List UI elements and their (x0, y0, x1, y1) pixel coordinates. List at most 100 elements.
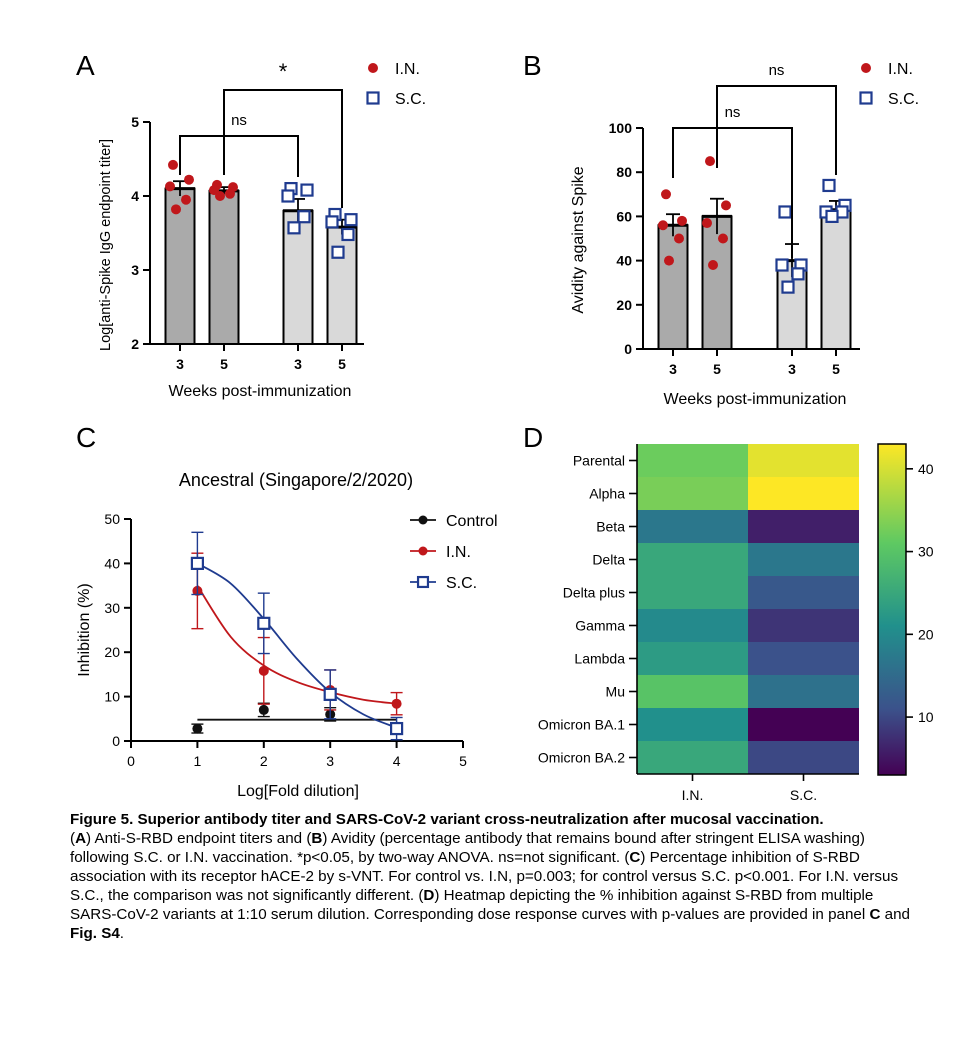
y-tick-label: 40 (104, 555, 120, 571)
data-point (781, 280, 795, 294)
y-tick-label: 40 (616, 253, 632, 269)
heatmap-column-label: I.N. (682, 787, 704, 803)
heatmap-cell (637, 510, 748, 543)
significance-label: ns (231, 112, 247, 129)
y-tick-label: 0 (624, 341, 632, 357)
significance-bracket (179, 135, 299, 177)
legend-marker (366, 91, 380, 105)
data-point (705, 156, 715, 167)
data-point (215, 191, 225, 201)
data-point (258, 704, 269, 715)
data-point (190, 556, 204, 571)
panel-b-y-axis-label: Avidity against Spike (570, 166, 587, 313)
x-tick-label: 3 (788, 361, 796, 377)
x-tick-label: 5 (832, 361, 840, 377)
x-tick-label: 5 (459, 753, 467, 769)
data-point (165, 181, 175, 192)
legend-marker (418, 515, 428, 525)
y-tick-label: 3 (131, 262, 139, 278)
heatmap-cell (637, 609, 748, 642)
heatmap-cell (748, 477, 859, 510)
bar (326, 226, 358, 345)
bar (208, 189, 240, 345)
legend-label: Control (446, 513, 498, 530)
panel-a-x-axis-label: Weeks post-immunization (169, 383, 352, 400)
x-tick-label: 5 (338, 356, 346, 372)
heatmap-row-label: Beta (596, 519, 625, 535)
heatmap-cell (748, 543, 859, 576)
heatmap-colorbar (877, 443, 907, 776)
data-point (391, 698, 402, 709)
x-tick-label: 3 (176, 356, 184, 372)
y-tick-label: 10 (104, 689, 120, 705)
data-point (708, 260, 718, 271)
legend-label: I.N. (888, 61, 913, 78)
data-point (674, 233, 684, 244)
heatmap-cell (637, 576, 748, 609)
data-point (168, 159, 178, 170)
heatmap-row-label: Parental (573, 453, 625, 469)
data-point (225, 188, 235, 199)
data-point (171, 204, 181, 215)
legend-marker (859, 91, 873, 105)
heatmap-cell (748, 510, 859, 543)
data-point (184, 174, 194, 185)
legend-label: S.C. (888, 91, 919, 108)
data-point (323, 687, 337, 701)
heatmap-cell (637, 675, 748, 708)
data-point (258, 665, 269, 676)
colorbar-tick-label: 10 (918, 709, 934, 725)
heatmap-cell (637, 708, 748, 741)
heatmap-cell (637, 741, 748, 774)
data-point (664, 255, 674, 266)
panel-c-title: Ancestral (Singapore/2/2020) (179, 470, 413, 490)
significance-label: ns (725, 104, 741, 121)
heatmap-cell (748, 741, 859, 774)
panel-b-x-axis-label: Weeks post-immunization (664, 391, 847, 408)
figure-caption: Figure 5. Superior antibody titer and SA… (70, 810, 920, 943)
heatmap-cell (637, 444, 748, 477)
data-point (331, 245, 345, 259)
data-point (721, 200, 731, 211)
significance-bracket (672, 127, 793, 258)
legend-marker (418, 546, 428, 556)
data-point (281, 189, 295, 203)
x-tick-label: 3 (669, 361, 677, 377)
y-tick-label: 0 (112, 733, 120, 749)
panel-letter-b: B (523, 50, 542, 81)
data-point (702, 218, 712, 229)
legend-label: I.N. (395, 61, 420, 78)
data-point (257, 616, 271, 630)
heatmap-cell (637, 543, 748, 576)
y-tick-label: 30 (104, 600, 120, 616)
bar (657, 224, 689, 351)
chart-panel-d: Parental Alpha Beta Delta Delta plus Gamma Lam… (538, 443, 934, 803)
legend-marker (416, 575, 430, 589)
significance-bracket (716, 85, 837, 175)
panel-letter-c: C (76, 422, 96, 453)
legend-label: S.C. (395, 91, 426, 108)
colorbar-tick-label: 20 (918, 626, 934, 642)
heatmap-cell (637, 477, 748, 510)
heatmap-row-label: Delta plus (563, 585, 625, 601)
panel-a-y-axis-label: Log[anti-Spike IgG endpoint titer] (98, 139, 114, 351)
heatmap-cell (748, 675, 859, 708)
data-point (718, 233, 728, 244)
heatmap-cell (748, 642, 859, 675)
data-point (791, 267, 805, 281)
data-point (344, 213, 358, 227)
heatmap-cell (748, 708, 859, 741)
heatmap-row-label: Delta (592, 552, 625, 568)
data-point (181, 194, 191, 205)
x-tick-label: 5 (220, 356, 228, 372)
y-tick-label: 4 (131, 188, 139, 204)
panel-letter-d: D (523, 422, 543, 453)
x-tick-label: 5 (713, 361, 721, 377)
heatmap-row-label: Gamma (575, 618, 625, 634)
data-point (778, 205, 792, 219)
panel-letter-a: A (76, 50, 95, 81)
caption-body: (A) Anti-S-RBD endpoint titers and (B) A… (70, 830, 910, 942)
data-point (661, 189, 671, 200)
chart-panel-b: 0 20 40 60 80 100 3 5 3 5 ns ns I.N. S.C. Avidity a… (570, 61, 919, 408)
heatmap-cell (748, 576, 859, 609)
